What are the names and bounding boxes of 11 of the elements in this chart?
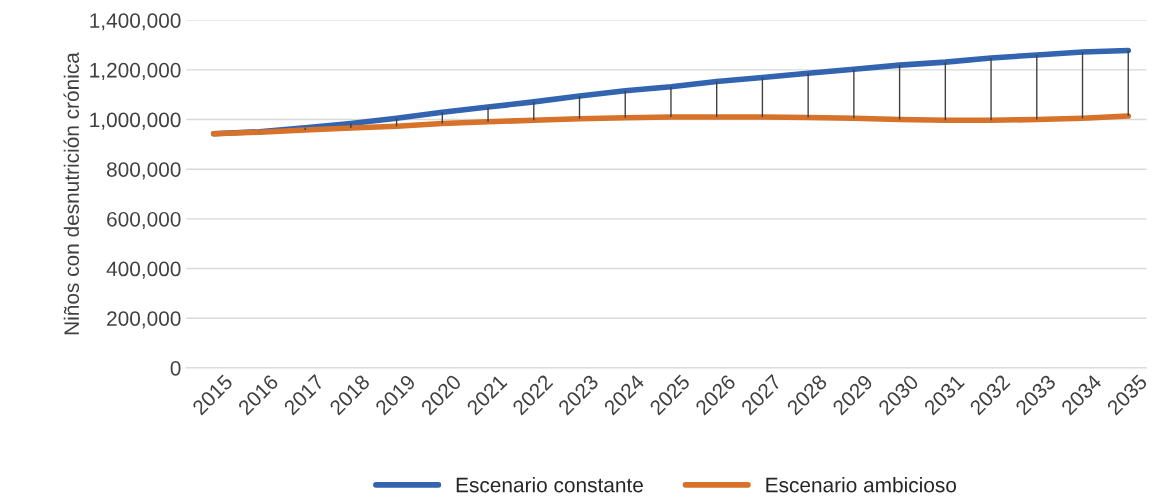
y-tick-label: 1,000,000 xyxy=(90,112,181,130)
y-tick-label: 1,200,000 xyxy=(90,62,181,81)
y-tick-label: 400,000 xyxy=(106,261,181,279)
y-axis-title: Niños con desnutrición crónica xyxy=(63,52,80,335)
y-tick-label: 0 xyxy=(170,360,181,376)
y-tick-label: 800,000 xyxy=(106,162,181,180)
legend-label: Escenario ambicioso xyxy=(766,477,957,493)
y-tick-label: 600,000 xyxy=(107,211,181,230)
y-tick-label: 1,400,000 xyxy=(90,13,181,31)
legend-label: Escenario constante xyxy=(456,477,643,493)
y-tick-label: 200,000 xyxy=(107,311,181,329)
